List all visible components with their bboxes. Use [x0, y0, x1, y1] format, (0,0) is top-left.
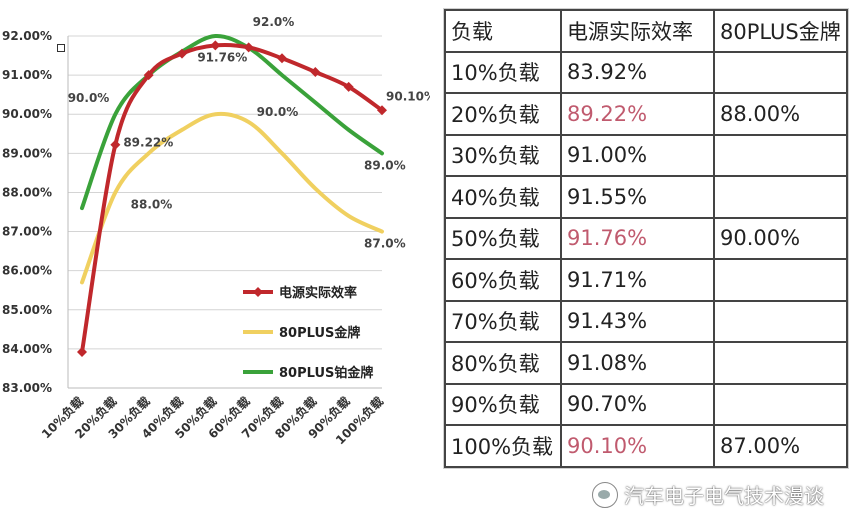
cell-80plus-gold — [713, 50, 848, 94]
table-row: 90%负载 90.70% — [444, 382, 848, 426]
y-tick-label: 91.00% — [2, 68, 52, 82]
data-point-marker — [143, 70, 154, 81]
table-header-row: 负载 电源实际效率 80PLUS金牌 — [444, 9, 848, 53]
data-point-marker — [110, 139, 121, 150]
data-label: 90.0% — [257, 105, 299, 119]
header-80plus-gold: 80PLUS金牌 — [713, 9, 848, 53]
data-label: 88.0% — [131, 197, 173, 211]
header-efficiency: 电源实际效率 — [560, 9, 715, 53]
y-tick-label: 90.00% — [2, 107, 52, 121]
cell-load: 10%负载 — [444, 50, 562, 94]
cell-efficiency: 91.08% — [560, 341, 715, 385]
cell-80plus-gold — [713, 258, 848, 302]
y-tick-label: 88.00% — [2, 185, 52, 199]
data-point-marker — [277, 53, 287, 64]
cell-load: 60%负载 — [444, 258, 562, 302]
cell-efficiency: 89.22% — [560, 92, 715, 136]
y-tick-label: 89.00% — [2, 146, 52, 160]
data-label: 87.0% — [364, 237, 406, 251]
cell-80plus-gold — [713, 299, 848, 343]
cell-load: 90%负载 — [444, 382, 562, 426]
table-row: 70%负载 91.43% — [444, 299, 848, 343]
data-point-marker — [177, 48, 187, 59]
y-tick-label: 84.00% — [2, 342, 52, 356]
legend-marker — [253, 287, 263, 297]
cell-load: 40%负载 — [444, 175, 562, 219]
efficiency-table: 负载 电源实际效率 80PLUS金牌 10%负载 83.92% 20%负载 89.22… — [443, 8, 849, 469]
cell-efficiency: 91.76% — [560, 216, 715, 260]
cell-load: 20%负载 — [444, 92, 562, 136]
watermark: 汽车电子电气技术漫谈 — [592, 480, 824, 509]
data-label: 89.0% — [364, 158, 406, 172]
y-tick-label: 87.00% — [2, 225, 52, 239]
wechat-icon — [592, 481, 618, 508]
cell-80plus-gold: 90.00% — [713, 216, 848, 260]
cell-load: 50%负载 — [444, 216, 562, 260]
cell-load: 80%负载 — [444, 341, 562, 385]
series-line — [80, 33, 384, 211]
y-tick-label: 92.00% — [2, 29, 52, 43]
data-label: 89.22% — [123, 136, 173, 150]
cell-efficiency: 91.43% — [560, 299, 715, 343]
header-load: 负载 — [444, 9, 562, 53]
table-row: 50%负载 91.76% 90.00% — [444, 216, 848, 260]
y-tick-label: 86.00% — [2, 264, 52, 278]
legend-label: 电源实际效率 — [279, 285, 357, 301]
table-row: 10%负载 83.92% — [444, 50, 848, 94]
table-row: 40%负载 91.55% — [444, 175, 848, 219]
cell-load: 30%负载 — [444, 133, 562, 177]
data-point-marker — [310, 66, 321, 77]
y-tick-label: 85.00% — [2, 303, 52, 317]
data-point-marker — [377, 105, 387, 116]
cell-efficiency: 90.10% — [560, 424, 715, 468]
data-label: 92.0% — [253, 15, 295, 29]
y-tick-label: 83.00% — [2, 381, 52, 395]
cell-efficiency: 90.70% — [560, 382, 715, 426]
cell-80plus-gold: 87.00% — [713, 424, 848, 468]
table-row: 80%负载 91.08% — [444, 341, 848, 385]
series-line — [80, 42, 384, 355]
data-table: 负载 电源实际效率 80PLUS金牌 10%负载 83.92% 20%负载 89.22… — [444, 9, 848, 468]
cell-efficiency: 91.00% — [560, 133, 715, 177]
cell-load: 100%负载 — [444, 424, 562, 468]
selection-handle — [57, 44, 65, 52]
cell-80plus-gold — [713, 175, 848, 219]
data-point-marker — [77, 347, 87, 358]
legend-label: 80PLUS金牌 — [279, 325, 360, 341]
data-label: 91.76% — [197, 50, 247, 64]
watermark-text: 汽车电子电气技术漫谈 — [624, 484, 824, 508]
cell-efficiency: 83.92% — [560, 50, 715, 94]
cell-load: 70%负载 — [444, 299, 562, 343]
data-label: 90.10% — [386, 89, 430, 103]
cell-efficiency: 91.71% — [560, 258, 715, 302]
cell-80plus-gold — [713, 133, 848, 177]
efficiency-line-chart: 92.00% 91.00% 90.00% 89.00% 88.00% 87.00% 86.0… — [2, 15, 430, 447]
data-point-marker — [343, 81, 354, 92]
efficiency-chart: 92.00% 91.00% 90.00% 89.00% 88.00% 87.00% 86.0… — [2, 15, 430, 447]
data-point-marker — [243, 42, 254, 53]
table-row: 100%负载 90.10% 87.00% — [444, 424, 848, 468]
cell-80plus-gold — [713, 382, 848, 426]
cell-80plus-gold: 88.00% — [713, 92, 848, 136]
cell-80plus-gold — [713, 341, 848, 385]
table-row: 60%负载 91.71% — [444, 258, 848, 302]
series-line — [80, 111, 384, 285]
table-row: 30%负载 91.00% — [444, 133, 848, 177]
data-point-marker — [210, 40, 221, 51]
legend-label: 80PLUS铂金牌 — [279, 365, 373, 381]
table-row: 20%负载 89.22% 88.00% — [444, 92, 848, 136]
cell-efficiency: 91.55% — [560, 175, 715, 219]
data-label: 90.0% — [68, 91, 110, 105]
